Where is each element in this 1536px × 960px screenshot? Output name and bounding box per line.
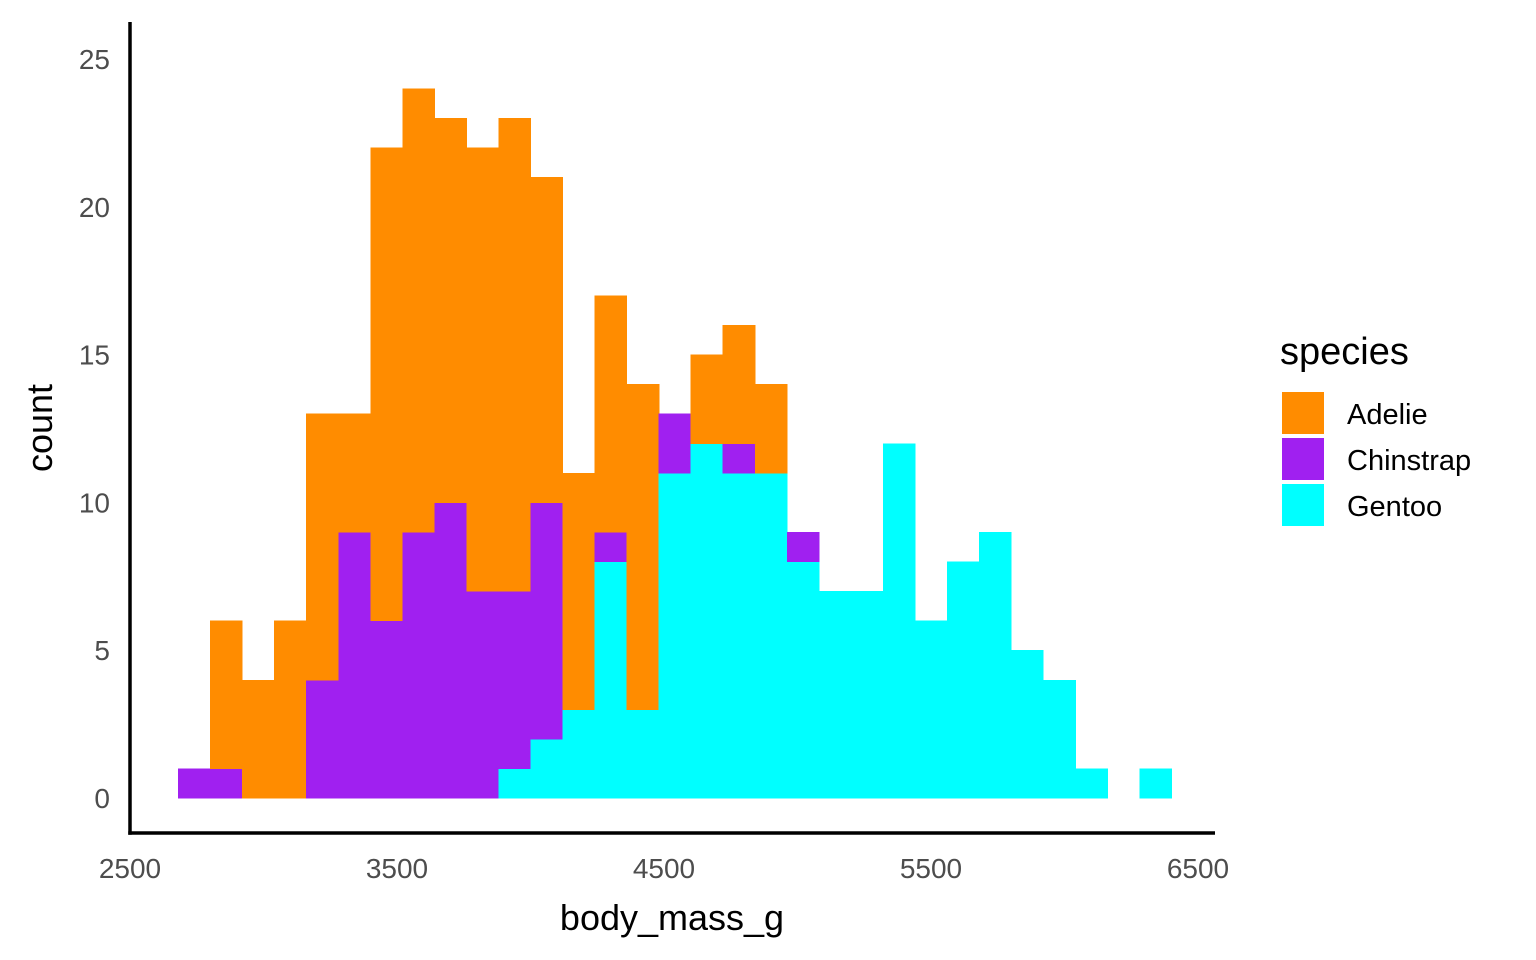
bar-adelie-bin-4720 <box>722 325 756 444</box>
bar-adelie-bin-4000 <box>530 177 564 504</box>
bar-gentoo-bin-4000 <box>530 738 564 799</box>
bar-chinstrap-bin-3640 <box>434 502 468 799</box>
bar-chinstrap-bin-4720 <box>722 443 756 474</box>
y-tick-label: 10 <box>79 487 110 518</box>
x-tick-label: 2500 <box>99 853 161 884</box>
bar-adelie-bin-3880 <box>498 118 532 592</box>
bar-gentoo-bin-5440 <box>914 620 948 799</box>
bar-chinstrap-bin-4000 <box>530 502 564 740</box>
bar-gentoo-bin-3880 <box>498 768 532 799</box>
bar-chinstrap-bin-3760 <box>466 591 500 799</box>
bar-adelie-bin-3520 <box>402 88 435 533</box>
x-axis-title: body_mass_g <box>560 897 784 938</box>
bar-adelie-bin-4840 <box>754 384 788 474</box>
x-tick-label: 6500 <box>1167 853 1229 884</box>
x-tick-label: 4500 <box>633 853 695 884</box>
x-tick-label: 5500 <box>900 853 962 884</box>
bar-gentoo-bin-5200 <box>850 591 884 799</box>
bar-gentoo-bin-4600 <box>690 443 724 799</box>
bar-chinstrap-bin-3520 <box>402 531 435 799</box>
bar-gentoo-bin-4960 <box>786 561 820 799</box>
bar-adelie-bin-2800 <box>210 620 243 770</box>
bar-chinstrap-bin-2800 <box>210 768 243 799</box>
bar-chinstrap-bin-2680 <box>178 768 211 799</box>
bar-gentoo-bin-5320 <box>882 443 916 799</box>
bar-adelie-bin-3040 <box>274 620 307 799</box>
bar-chinstrap-bin-3160 <box>306 679 339 799</box>
bar-gentoo-bin-5800 <box>1011 650 1044 799</box>
bar-adelie-bin-4600 <box>690 354 724 444</box>
legend-label-gentoo: Gentoo <box>1347 491 1442 523</box>
bar-chinstrap-bin-3400 <box>370 620 403 799</box>
bar-gentoo-bin-4240 <box>594 561 628 799</box>
bar-chinstrap-bin-4960 <box>786 531 820 563</box>
y-tick-label: 20 <box>79 192 110 223</box>
bar-adelie-bin-3160 <box>306 413 339 681</box>
legend-label-chinstrap: Chinstrap <box>1347 445 1471 477</box>
x-tick-label: 3500 <box>366 853 428 884</box>
bar-gentoo-bin-6280 <box>1139 768 1172 799</box>
legend: species Adelie Chinstrap Gentoo <box>1280 331 1471 526</box>
bar-chinstrap-bin-4480 <box>658 413 692 474</box>
bar-gentoo-bin-5080 <box>818 591 852 799</box>
y-tick-label: 0 <box>94 783 110 814</box>
bar-adelie-bin-3640 <box>434 118 468 504</box>
bar-adelie-bin-4360 <box>626 384 660 710</box>
bar-chinstrap-bin-3280 <box>338 531 371 799</box>
bar-gentoo-bin-5920 <box>1043 679 1076 799</box>
bar-adelie-bin-3760 <box>466 147 500 592</box>
legend-items: Adelie Chinstrap Gentoo <box>1282 392 1471 526</box>
bar-chinstrap-bin-4240 <box>594 531 628 563</box>
bar-gentoo-bin-4840 <box>754 472 788 799</box>
y-axis-title: count <box>19 384 60 472</box>
legend-title: species <box>1280 331 1409 373</box>
bar-gentoo-bin-4360 <box>626 709 660 799</box>
bar-adelie-bin-2920 <box>242 679 275 799</box>
x-axis-ticks: 2500 3500 4500 5500 6500 <box>99 853 1229 884</box>
y-axis-ticks: 0 5 10 15 20 25 <box>79 44 110 814</box>
bar-adelie-bin-4120 <box>562 472 596 710</box>
legend-swatch-gentoo <box>1282 484 1324 526</box>
bar-adelie-bin-3280 <box>338 413 371 533</box>
bar-adelie-bin-3400 <box>370 147 403 622</box>
bar-gentoo-bin-4120 <box>562 709 596 799</box>
legend-swatch-chinstrap <box>1282 438 1324 480</box>
bar-gentoo-bin-4720 <box>722 472 756 799</box>
legend-swatch-adelie <box>1282 392 1324 434</box>
legend-label-adelie: Adelie <box>1347 399 1428 431</box>
bar-gentoo-bin-4480 <box>658 472 692 799</box>
bar-gentoo-bin-5560 <box>947 561 980 799</box>
bar-chinstrap-bin-3880 <box>498 591 532 770</box>
bar-adelie-bin-4240 <box>594 295 628 533</box>
bar-gentoo-bin-6040 <box>1075 768 1108 799</box>
y-tick-label: 5 <box>94 635 110 666</box>
y-tick-label: 25 <box>79 44 110 75</box>
bar-gentoo-bin-5680 <box>979 531 1012 799</box>
y-tick-label: 15 <box>79 340 110 371</box>
histogram-bars <box>178 88 1172 799</box>
